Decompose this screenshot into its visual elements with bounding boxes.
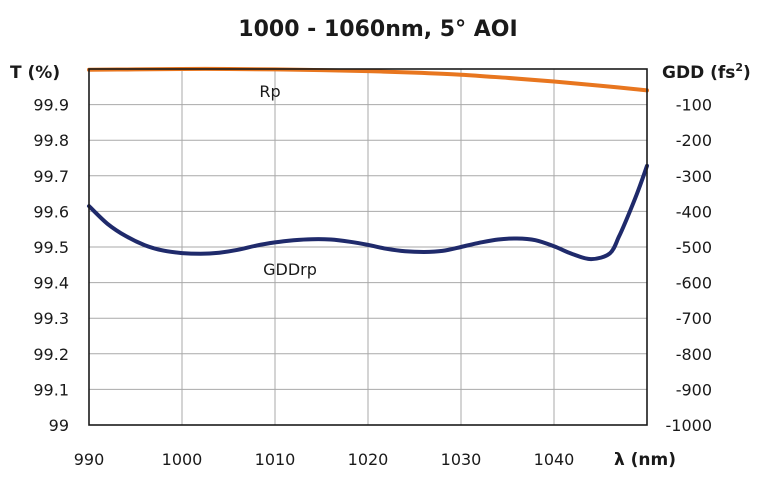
y-right-tick-label: -400 [676,202,712,221]
right-axis-title-main: GDD (fs [662,63,735,83]
x-tick-label: 1010 [255,450,296,469]
y-left-tick-label: 99 [49,416,69,435]
y-right-tick-label: -1000 [666,416,713,435]
series-label-rp: Rp [259,82,280,101]
x-axis-title: λ (nm) [614,450,676,470]
y-right-tick-label: -300 [676,167,712,186]
x-tick-label: 1000 [162,450,203,469]
series-line-gddrp [87,163,649,262]
y-right-tick-label: -700 [676,309,712,328]
y-right-tick-label: -200 [676,131,712,150]
y-right-tick-label: -900 [676,380,712,399]
y-left-tick-label: 99.8 [33,131,69,150]
y-left-tick-label: 99.9 [33,96,69,115]
grid [89,69,647,425]
tick-labels: 990 1000 1010 1020 1030 1040 99 99.1 99.2 99.3 99.… [33,96,712,469]
right-axis-title: GDD (fs2) [662,61,751,83]
y-left-tick-label: 99.5 [33,238,69,257]
x-tick-label: 1040 [534,450,575,469]
y-left-tick-label: 99.7 [33,167,69,186]
y-right-tick-label: -100 [676,96,712,115]
right-axis-title-end: ) [743,63,751,83]
right-axis-title-sup: 2 [735,61,743,74]
y-left-tick-label: 99.6 [33,202,69,221]
series-label-gddrp: GDDrp [263,260,317,279]
y-left-tick-label: 99.2 [33,345,69,364]
chart-title: 1000 - 1060nm, 5° AOI [238,17,517,42]
y-left-tick-label: 99.3 [33,309,69,328]
y-left-tick-label: 99.1 [33,380,69,399]
x-tick-label: 1020 [348,450,389,469]
y-right-tick-label: -500 [676,238,712,257]
plot-frame [88,68,648,426]
x-tick-label: 1030 [441,450,482,469]
y-right-tick-label: -600 [676,274,712,293]
y-left-tick-label: 99.4 [33,274,69,293]
x-tick-label: 990 [74,450,105,469]
left-axis-title: T (%) [10,63,60,83]
y-right-tick-label: -800 [676,345,712,364]
